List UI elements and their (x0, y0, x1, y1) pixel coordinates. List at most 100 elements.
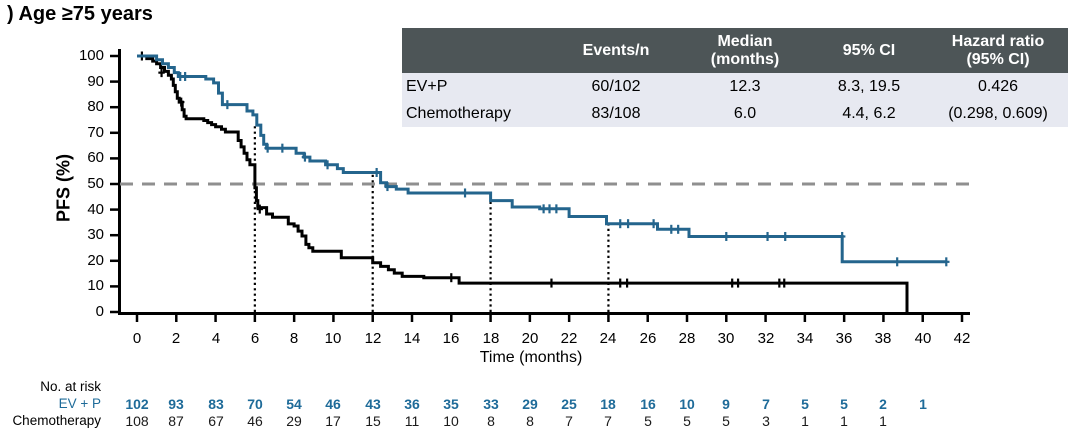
stats-table: Events/n Median (months) 95% CI Hazard r… (402, 28, 1068, 127)
stats-cell-hazard-ratio: (0.298, 0.609) (948, 104, 1048, 122)
y-tick-label: 70 (87, 124, 104, 141)
y-tick-label: 20 (87, 252, 104, 269)
x-tick-label: 0 (132, 330, 142, 347)
stats-header-median: Median (months) (710, 32, 780, 68)
risk-count-evp: 83 (208, 396, 224, 412)
x-tick-label: 28 (678, 330, 696, 347)
risk-count-evp: 93 (168, 396, 184, 412)
stats-cell-events: 83/108 (591, 104, 641, 122)
risk-count-chemotherapy: 5 (683, 413, 691, 429)
y-tick-label: 50 (87, 175, 104, 192)
stats-cell-median: 6.0 (733, 104, 757, 122)
risk-count-chemotherapy: 5 (644, 413, 652, 429)
stats-cell-median: 12.3 (729, 77, 761, 95)
risk-count-chemotherapy: 46 (247, 413, 263, 429)
x-axis-label: Time (months) (479, 349, 583, 366)
x-tick-label: 6 (250, 330, 260, 347)
survival-curve-chemotherapy (137, 54, 909, 312)
risk-count-chemotherapy: 3 (762, 413, 770, 429)
x-tick-label: 34 (796, 330, 814, 347)
risk-count-evp: 54 (286, 396, 302, 412)
x-tick-label: 36 (835, 330, 853, 347)
risk-count-evp: 46 (325, 396, 341, 412)
risk-count-evp: 35 (443, 396, 459, 412)
risk-count-evp: 10 (679, 396, 695, 412)
x-tick-label: 38 (874, 330, 892, 347)
x-tick-label: 42 (953, 330, 971, 347)
risk-table-title: No. at risk (40, 379, 101, 394)
x-tick-label: 8 (289, 330, 299, 347)
x-tick-label: 2 (171, 330, 181, 347)
stats-table-header-row: Events/n Median (months) 95% CI Hazard r… (402, 28, 1068, 73)
y-tick-label: 10 (87, 277, 104, 294)
risk-count-evp: 36 (404, 396, 420, 412)
risk-count-chemotherapy: 17 (325, 413, 341, 429)
x-tick-label: 26 (639, 330, 657, 347)
risk-count-evp: 18 (600, 396, 616, 412)
risk-count-chemotherapy: 7 (565, 413, 573, 429)
risk-count-chemotherapy: 10 (443, 413, 459, 429)
x-tick-label: 22 (560, 330, 578, 347)
stats-header-ci: 95% CI (842, 41, 896, 59)
x-tick-label: 20 (521, 330, 539, 347)
x-tick-label: 18 (482, 330, 500, 347)
stats-cell-events: 60/102 (591, 77, 641, 95)
risk-row-label-chemotherapy: Chemotherapy (12, 413, 101, 428)
y-tick-label: 100 (78, 47, 104, 64)
risk-count-chemotherapy: 8 (487, 413, 495, 429)
x-tick-label: 10 (324, 330, 342, 347)
stats-header-events: Events/n (582, 41, 650, 59)
y-tick-label: 90 (87, 73, 104, 90)
risk-count-evp: 29 (522, 396, 538, 412)
risk-count-chemotherapy: 87 (168, 413, 184, 429)
x-tick-label: 30 (717, 330, 735, 347)
y-tick-label: 30 (87, 226, 104, 243)
y-tick-label: 40 (87, 201, 104, 218)
y-tick-label: 60 (87, 149, 104, 166)
risk-count-chemotherapy: 15 (365, 413, 381, 429)
y-tick-label: 80 (87, 98, 104, 115)
risk-count-evp: 7 (762, 396, 770, 412)
risk-count-chemotherapy: 29 (286, 413, 302, 429)
x-tick-label: 40 (914, 330, 932, 347)
stats-cell-hazard-ratio: 0.426 (977, 77, 1019, 95)
risk-count-chemotherapy: 1 (840, 413, 848, 429)
risk-count-evp: 1 (919, 396, 927, 412)
risk-count-evp: 5 (801, 396, 809, 412)
stats-cell-ci: 4.4, 6.2 (842, 104, 896, 122)
risk-count-evp: 43 (365, 396, 381, 412)
risk-count-evp: 25 (561, 396, 577, 412)
risk-count-chemotherapy: 5 (722, 413, 730, 429)
stats-cell-ci: 8.3, 19.5 (837, 77, 901, 95)
stats-cell-group: EV+P (406, 77, 448, 95)
risk-count-chemotherapy: 7 (604, 413, 612, 429)
x-tick-label: 14 (403, 330, 421, 347)
stats-row-evp: EV+P 60/102 12.3 8.3, 19.5 0.426 (402, 73, 1068, 100)
y-tick-label: 0 (95, 303, 104, 320)
risk-count-chemotherapy: 1 (879, 413, 887, 429)
risk-count-evp: 5 (840, 396, 848, 412)
stats-cell-group: Chemotherapy (406, 104, 511, 122)
risk-row-label-evp: EV + P (58, 396, 101, 411)
risk-count-chemotherapy: 67 (208, 413, 224, 429)
x-tick-label: 4 (211, 330, 221, 347)
x-tick-label: 32 (757, 330, 775, 347)
stats-row-chemotherapy: Chemotherapy 83/108 6.0 4.4, 6.2 (0.298,… (402, 100, 1068, 127)
risk-count-evp: 102 (125, 396, 149, 412)
risk-count-evp: 33 (483, 396, 499, 412)
x-tick-label: 16 (442, 330, 460, 347)
risk-count-chemotherapy: 1 (801, 413, 809, 429)
risk-count-chemotherapy: 8 (526, 413, 534, 429)
risk-count-evp: 70 (247, 396, 263, 412)
risk-count-evp: 9 (722, 396, 730, 412)
risk-count-chemotherapy: 11 (404, 413, 420, 429)
figure-title: ) Age ≥75 years (7, 3, 153, 25)
risk-count-chemotherapy: 108 (125, 413, 149, 429)
stats-header-hazard-ratio: Hazard ratio (95% CI) (951, 32, 1045, 68)
x-tick-label: 12 (364, 330, 382, 347)
risk-count-evp: 16 (640, 396, 656, 412)
x-tick-label: 24 (599, 330, 617, 347)
risk-count-evp: 2 (879, 396, 887, 412)
